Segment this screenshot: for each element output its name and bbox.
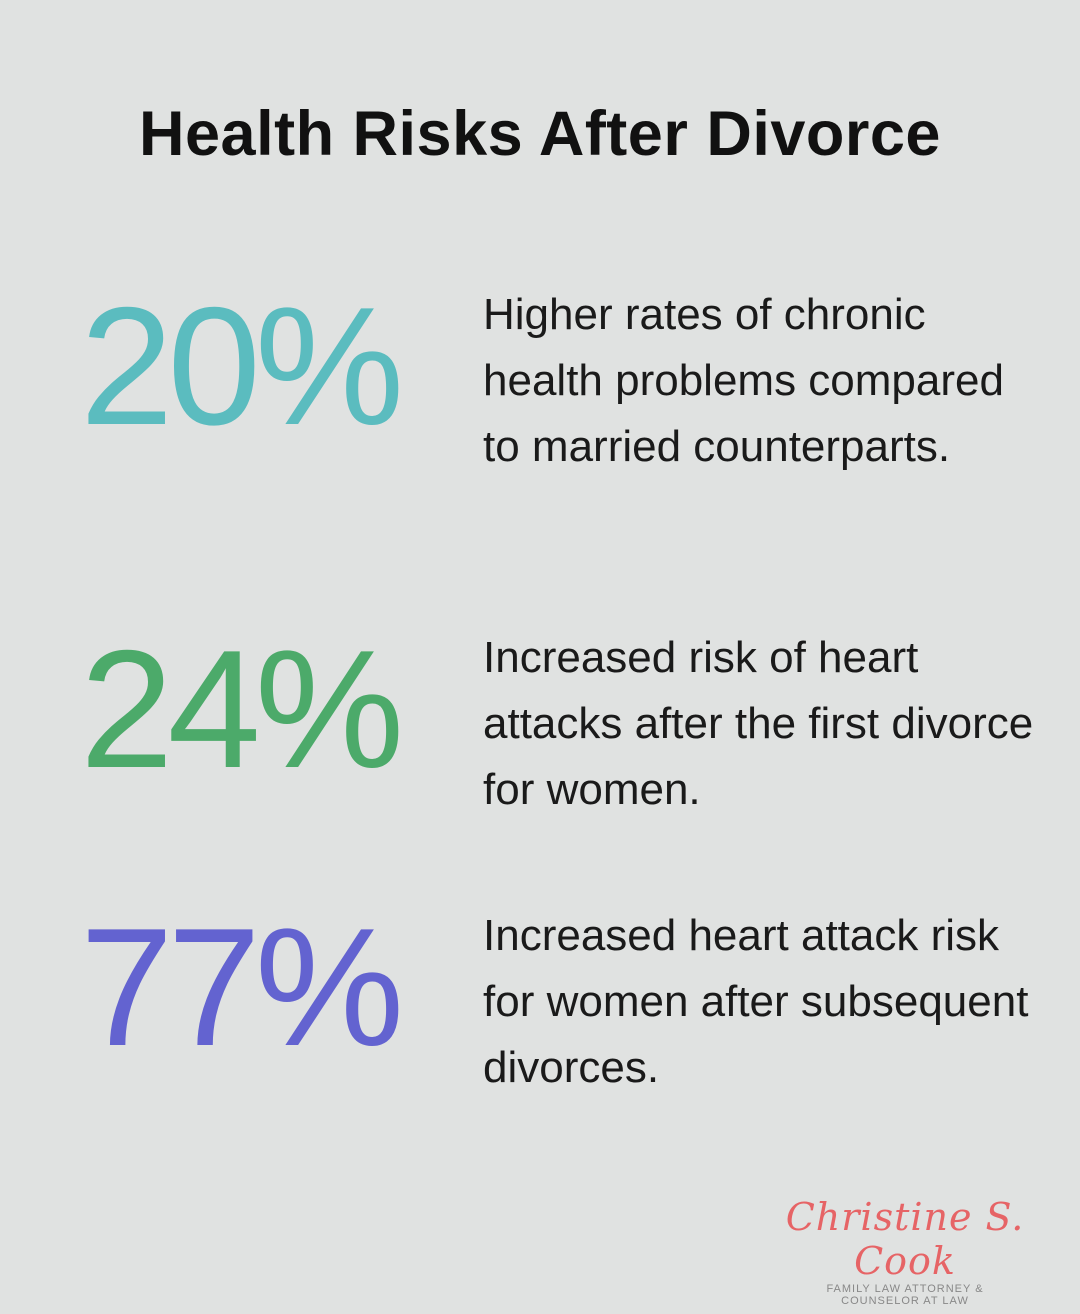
- page-title: Health Risks After Divorce: [139, 99, 941, 169]
- stat-value: 20%: [80, 272, 404, 460]
- logo-name: Christine S. Cook: [785, 1195, 1025, 1283]
- logo-line1: FAMILY LAW ATTORNEY &: [826, 1283, 984, 1295]
- logo: Christine S. Cook FAMILY LAW ATTORNEY & …: [765, 1195, 1045, 1307]
- stat-value: 24%: [80, 615, 404, 803]
- stat-description: Higher rates of chronic health problems …: [483, 290, 1004, 471]
- stat-value: 77%: [80, 893, 404, 1081]
- logo-line2: COUNSELOR AT LAW: [841, 1295, 969, 1307]
- stat-description: Increased heart attack risk for women af…: [483, 911, 1029, 1092]
- stat-description: Increased risk of heart attacks after th…: [483, 633, 1034, 814]
